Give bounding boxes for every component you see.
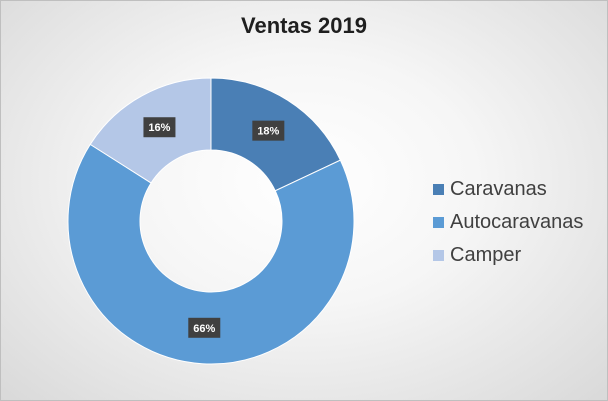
chart-title: Ventas 2019 — [241, 13, 367, 38]
legend-swatch-autocaravanas — [433, 217, 444, 228]
data-label-box-autocaravanas — [188, 317, 221, 338]
data-label-caravanas: 18% — [252, 120, 285, 141]
data-label-box-caravanas — [252, 120, 285, 141]
data-label-autocaravanas: 66% — [188, 317, 221, 338]
legend-item-camper: Camper — [433, 239, 583, 272]
legend-label-caravanas: Caravanas — [450, 178, 547, 200]
legend-item-autocaravanas: Autocaravanas — [433, 206, 583, 239]
data-label-camper: 16% — [143, 117, 176, 138]
data-label-text-camper: 16% — [148, 122, 170, 134]
legend-label-camper: Camper — [450, 244, 522, 266]
legend-label-autocaravanas: Autocaravanas — [450, 211, 584, 233]
legend-swatch-caravanas — [433, 184, 444, 195]
legend-item-caravanas: Caravanas — [433, 173, 583, 206]
data-label-text-autocaravanas: 66% — [193, 323, 215, 335]
legend: Caravanas Autocaravanas Camper — [433, 173, 583, 272]
slice-autocaravanas — [67, 143, 355, 365]
data-label-text-caravanas: 18% — [257, 126, 279, 138]
legend-swatch-camper — [433, 250, 444, 261]
data-label-box-camper — [143, 117, 176, 138]
